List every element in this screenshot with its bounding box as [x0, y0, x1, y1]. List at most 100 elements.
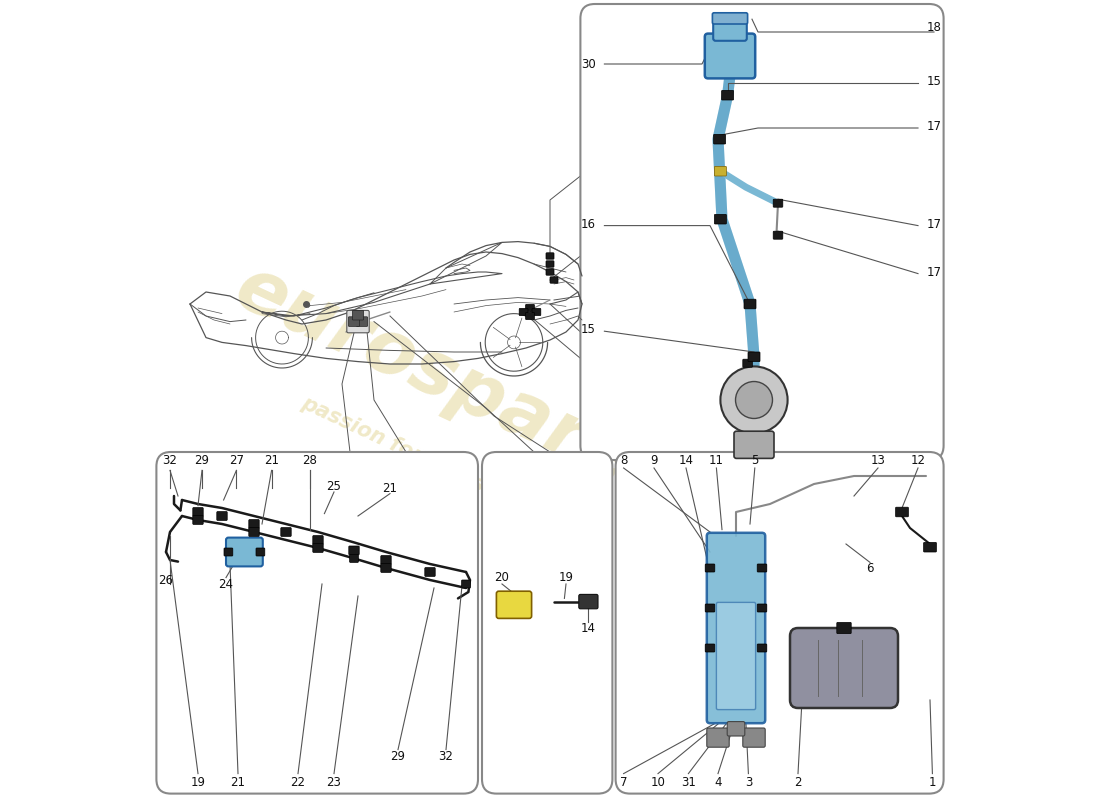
FancyBboxPatch shape	[312, 536, 323, 544]
FancyBboxPatch shape	[550, 277, 558, 283]
Text: 14: 14	[581, 622, 596, 634]
FancyBboxPatch shape	[496, 591, 531, 618]
FancyBboxPatch shape	[532, 308, 541, 315]
FancyBboxPatch shape	[705, 34, 756, 78]
Text: 23: 23	[327, 776, 341, 789]
Text: 17: 17	[926, 266, 942, 278]
Text: 29: 29	[195, 454, 209, 466]
Text: 8: 8	[620, 454, 627, 466]
FancyBboxPatch shape	[579, 594, 598, 609]
FancyBboxPatch shape	[249, 520, 260, 529]
FancyBboxPatch shape	[226, 538, 263, 566]
FancyBboxPatch shape	[217, 512, 228, 521]
Text: 9: 9	[650, 454, 658, 466]
FancyBboxPatch shape	[744, 299, 756, 309]
Text: 17: 17	[926, 218, 942, 230]
Text: 4: 4	[714, 776, 722, 789]
FancyBboxPatch shape	[349, 546, 360, 555]
FancyBboxPatch shape	[546, 261, 554, 267]
Text: 21: 21	[231, 776, 245, 789]
FancyBboxPatch shape	[790, 628, 898, 708]
Text: eurospares: eurospares	[223, 250, 684, 518]
FancyBboxPatch shape	[224, 548, 233, 556]
FancyBboxPatch shape	[346, 310, 370, 333]
FancyBboxPatch shape	[773, 199, 783, 207]
FancyBboxPatch shape	[716, 602, 756, 710]
FancyBboxPatch shape	[722, 90, 734, 100]
FancyBboxPatch shape	[757, 604, 767, 612]
Text: 32: 32	[163, 454, 177, 466]
FancyBboxPatch shape	[705, 644, 715, 652]
FancyBboxPatch shape	[727, 722, 745, 736]
FancyBboxPatch shape	[349, 317, 360, 326]
FancyBboxPatch shape	[895, 507, 909, 517]
Text: 29: 29	[390, 750, 406, 762]
Text: 11: 11	[708, 454, 724, 466]
Text: 32: 32	[439, 750, 453, 762]
FancyBboxPatch shape	[707, 728, 729, 747]
FancyBboxPatch shape	[192, 516, 204, 525]
Text: 12: 12	[911, 454, 925, 466]
FancyBboxPatch shape	[748, 352, 760, 362]
FancyBboxPatch shape	[713, 18, 747, 41]
Text: 16: 16	[581, 218, 596, 230]
FancyBboxPatch shape	[714, 134, 726, 144]
Text: 31: 31	[681, 776, 696, 789]
FancyBboxPatch shape	[546, 269, 554, 275]
FancyBboxPatch shape	[707, 533, 766, 723]
FancyBboxPatch shape	[526, 312, 535, 319]
Text: 22: 22	[290, 776, 306, 789]
FancyBboxPatch shape	[356, 317, 367, 326]
Text: 24: 24	[219, 578, 233, 590]
FancyBboxPatch shape	[837, 622, 851, 634]
Text: 18: 18	[926, 21, 942, 34]
Text: 10: 10	[650, 776, 666, 789]
FancyBboxPatch shape	[773, 231, 783, 239]
FancyBboxPatch shape	[192, 508, 204, 517]
Text: 5: 5	[751, 454, 759, 466]
Text: 15: 15	[926, 75, 942, 88]
Text: 21: 21	[264, 454, 279, 466]
FancyBboxPatch shape	[757, 564, 767, 572]
FancyBboxPatch shape	[519, 308, 528, 315]
FancyBboxPatch shape	[924, 542, 936, 552]
FancyBboxPatch shape	[352, 310, 364, 320]
Circle shape	[736, 382, 772, 418]
Text: 7: 7	[619, 776, 627, 789]
FancyBboxPatch shape	[280, 528, 292, 536]
Text: 27: 27	[229, 454, 244, 466]
FancyBboxPatch shape	[350, 554, 359, 562]
Text: 2: 2	[794, 776, 802, 789]
Text: 1: 1	[928, 776, 936, 789]
FancyBboxPatch shape	[581, 4, 944, 460]
Text: passion for parts since 1985: passion for parts since 1985	[298, 393, 609, 551]
FancyBboxPatch shape	[742, 728, 766, 747]
FancyBboxPatch shape	[714, 214, 726, 224]
FancyBboxPatch shape	[742, 359, 752, 367]
Text: 30: 30	[581, 58, 596, 70]
FancyBboxPatch shape	[381, 563, 392, 573]
FancyBboxPatch shape	[312, 544, 323, 552]
Text: 3: 3	[745, 776, 752, 789]
Text: 14: 14	[679, 454, 693, 466]
Text: 19: 19	[559, 571, 573, 584]
FancyBboxPatch shape	[714, 166, 726, 176]
FancyBboxPatch shape	[546, 253, 554, 259]
Text: 13: 13	[870, 454, 886, 466]
FancyBboxPatch shape	[156, 452, 479, 794]
FancyBboxPatch shape	[705, 564, 715, 572]
FancyBboxPatch shape	[734, 431, 774, 458]
Text: 17: 17	[926, 120, 942, 133]
Text: 28: 28	[302, 454, 318, 466]
FancyBboxPatch shape	[705, 604, 715, 612]
FancyBboxPatch shape	[757, 644, 767, 652]
Circle shape	[720, 366, 788, 434]
FancyBboxPatch shape	[713, 13, 748, 24]
Text: 21: 21	[383, 482, 397, 494]
FancyBboxPatch shape	[425, 568, 436, 576]
Text: 19: 19	[190, 776, 206, 789]
FancyBboxPatch shape	[256, 548, 265, 556]
Text: 15: 15	[581, 323, 596, 336]
Text: 25: 25	[327, 480, 341, 493]
FancyBboxPatch shape	[482, 452, 613, 794]
